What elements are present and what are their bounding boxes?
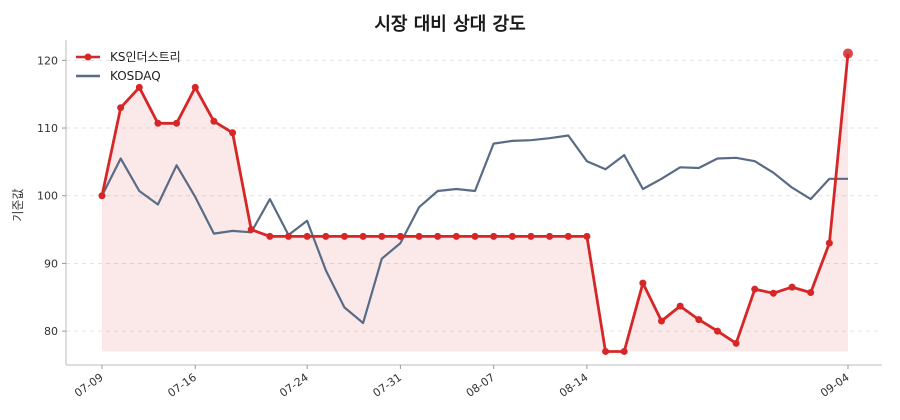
y-tick-label: 100 [37,190,58,203]
legend: KS인더스트리 KOSDAQ [76,50,181,83]
data-point [378,232,386,240]
data-point [564,232,572,240]
data-point [527,232,535,240]
area-fill [102,53,848,352]
data-point [135,83,143,91]
data-point [639,279,647,287]
grid-lines [66,59,882,332]
data-point [266,232,274,240]
data-point [173,119,181,127]
x-tick-label: 08-07 [464,371,498,400]
chart-title: 시장 대비 상대 강도 [374,14,526,35]
data-point [285,232,292,240]
x-tick-label: 09-04 [818,371,852,400]
data-point [452,232,460,240]
data-point [807,289,815,297]
data-point [825,239,833,247]
data-point [415,232,423,240]
data-point [713,327,721,335]
data-point [303,232,311,240]
data-point [117,104,125,112]
y-tick-label: 80 [44,325,58,338]
legend-marker-ks [84,53,92,61]
y-axis-label: 기준값 [11,188,25,221]
x-tick-label: 07-09 [72,371,106,400]
data-point [620,347,628,355]
series-area-fill [102,53,848,352]
data-point [546,232,554,240]
data-point [788,283,796,291]
x-tick-label: 07-31 [370,371,404,400]
data-point [396,232,404,240]
series-markers [98,48,853,355]
data-point [191,83,199,91]
data-point [732,339,740,347]
data-point [247,226,255,234]
data-point [229,129,237,137]
legend-label-ks: KS인더스트리 [110,50,181,64]
axes [62,40,882,369]
data-point [508,232,516,240]
x-tick-label: 07-24 [277,371,311,400]
data-point [843,48,853,59]
legend-label-kosdaq: KOSDAQ [110,69,161,83]
series-line [101,134,848,325]
data-point [340,232,348,240]
y-tick-label: 90 [44,257,58,270]
data-point [98,192,106,200]
data-point [583,232,591,240]
data-point [471,232,479,240]
y-tick-label: 120 [37,54,58,67]
data-point [695,316,703,324]
data-point [434,232,442,240]
data-point [602,347,610,355]
x-tick-label: 08-14 [557,371,591,400]
data-point [359,232,367,240]
data-point [658,317,665,325]
x-tick-label: 07-16 [165,371,199,400]
y-tick-label: 110 [37,122,58,135]
data-point [322,232,330,240]
data-point [210,117,218,125]
data-point [676,302,684,310]
data-point [154,119,162,127]
data-point [751,285,759,293]
data-point [769,289,777,297]
data-point [490,232,498,240]
